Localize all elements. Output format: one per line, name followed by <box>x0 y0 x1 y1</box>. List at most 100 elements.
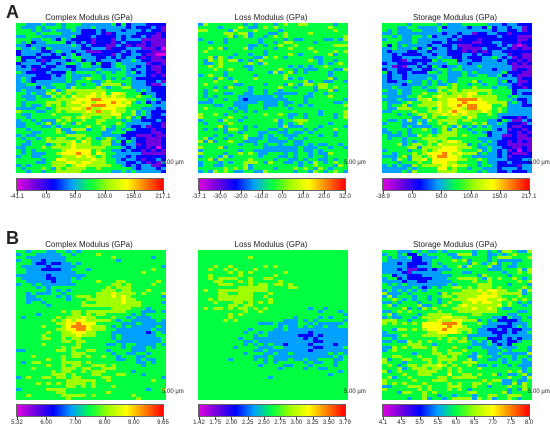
colorbar-tick-label: 3.25 <box>306 420 319 426</box>
colorbar-tick-label: 7.00 <box>69 420 82 426</box>
colorbar-tick-label: -30.0 <box>213 194 227 200</box>
colorbar-tick-label: 100.0 <box>463 194 479 200</box>
colorbar-tick <box>529 191 530 194</box>
colorbar-tick-label: 5.5 <box>433 420 442 426</box>
panel-label-a: A <box>6 2 19 22</box>
colorbar-tick <box>104 191 106 194</box>
colorbar-tick <box>296 417 298 420</box>
scale-label: 5.00 µm <box>162 160 184 166</box>
colorbar-tick <box>240 191 242 194</box>
colorbar-tick <box>133 191 135 194</box>
panel-label-b: B <box>6 228 19 248</box>
loss-modulus-map-a <box>198 23 348 173</box>
colorbar <box>382 404 530 417</box>
colorbar-tick-label: 50.0 <box>69 194 82 200</box>
colorbar-tick <box>133 417 135 420</box>
colorbar-tick <box>46 191 48 194</box>
colorbar-tick-label: 3.50 <box>322 420 335 426</box>
colorbar-tick <box>383 191 384 194</box>
colorbar-tick-label: 217.1 <box>521 194 537 200</box>
colorbar-tick <box>17 417 18 420</box>
map-title: Storage Modulus (GPa) <box>412 13 498 22</box>
colorbar-tick-label: 6.00 <box>40 420 53 426</box>
colorbar-tick-label: 150.0 <box>492 194 508 200</box>
complex-modulus-map-a <box>16 23 166 173</box>
colorbar-tick-label: 3.00 <box>290 420 303 426</box>
scale-label: 5.00 µm <box>344 160 366 166</box>
colorbar-tick <box>441 191 443 194</box>
colorbar-tick <box>383 417 384 420</box>
colorbar-tick-label: 217.1 <box>155 194 171 200</box>
colorbar-tick <box>437 417 439 420</box>
colorbar-tick <box>261 191 263 194</box>
scale-label: 5.00 µm <box>528 389 550 395</box>
colorbar-tick-label: 20.0 <box>318 194 330 200</box>
colorbar-tick-label: 8.0 <box>524 420 534 426</box>
colorbar-tick <box>215 417 217 420</box>
colorbar-tick-label: 32.0 <box>339 194 351 200</box>
colorbar-tick-label: 100.0 <box>97 194 113 200</box>
colorbar <box>198 178 346 191</box>
colorbar-tick <box>328 417 330 420</box>
complex-modulus-map-b <box>16 250 166 400</box>
colorbar-tick-label: 1.42 <box>193 420 205 426</box>
colorbar-tick <box>75 191 77 194</box>
colorbar-tick-label: 2.00 <box>225 420 238 426</box>
colorbar-tick-label: 7.5 <box>506 420 515 426</box>
colorbar-tick <box>247 417 249 420</box>
colorbar-tick-label: 0.0 <box>278 194 287 200</box>
colorbar-tick <box>456 417 457 420</box>
colorbar-tick-label: 2.75 <box>274 420 286 426</box>
colorbar-tick-label: 9.00 <box>127 420 140 426</box>
colorbar-tick <box>303 191 305 194</box>
colorbar-tick-label: 3.79 <box>339 420 351 426</box>
colorbar <box>382 178 530 191</box>
colorbar-tick-label: -38.9 <box>376 194 390 200</box>
colorbar-tick <box>163 417 164 420</box>
map-title: Loss Modulus (GPa) <box>234 13 308 22</box>
map-title: Loss Modulus (GPa) <box>234 240 308 249</box>
colorbar-tick <box>163 191 164 194</box>
colorbar-tick-label: 5.32 <box>11 420 23 426</box>
colorbar <box>198 404 346 417</box>
colorbar-tick <box>499 191 501 194</box>
colorbar-tick <box>324 191 326 194</box>
colorbar-tick-label: 2.25 <box>241 420 254 426</box>
colorbar-tick <box>280 417 282 420</box>
colorbar-tick-label: 4.1 <box>378 420 388 426</box>
colorbar-tick <box>492 417 494 420</box>
colorbar-tick <box>231 417 233 420</box>
loss-modulus-map-b <box>198 250 348 400</box>
colorbar-tick <box>510 417 512 420</box>
colorbar-tick-label: -41.1 <box>10 194 24 200</box>
colorbar-tick-label: 2.50 <box>258 420 270 426</box>
colorbar-tick <box>470 191 472 194</box>
colorbar-tick-label: 0.0 <box>408 194 417 200</box>
scale-label: 5.00 µm <box>162 389 184 395</box>
colorbar-tick <box>104 417 106 420</box>
colorbar <box>16 404 164 417</box>
colorbar-tick-label: 0.0 <box>42 194 51 200</box>
colorbar-tick <box>419 417 421 420</box>
colorbar-tick-label: -10.0 <box>254 194 269 200</box>
colorbar-tick-label: 150.0 <box>126 194 142 200</box>
colorbar-tick <box>199 191 200 194</box>
colorbar-tick <box>345 191 346 194</box>
colorbar-tick <box>219 191 221 194</box>
colorbar-tick <box>282 191 284 194</box>
colorbar-tick <box>312 417 314 420</box>
colorbar-tick-label: 5.0 <box>415 420 424 426</box>
colorbar-tick <box>263 417 265 420</box>
colorbar-tick-label: 8.00 <box>98 420 111 426</box>
colorbar <box>16 178 164 191</box>
colorbar-tick-label: 1.75 <box>209 420 222 426</box>
colorbar-tick <box>199 417 200 420</box>
colorbar-tick-label: 10.0 <box>297 194 310 200</box>
colorbar-tick-label: 9.65 <box>157 420 169 426</box>
map-title: Complex Modulus (GPa) <box>45 240 133 249</box>
colorbar-tick-label: -37.1 <box>192 194 206 200</box>
colorbar-tick-label: 7.0 <box>488 420 497 426</box>
colorbar-tick <box>529 417 530 420</box>
colorbar-tick-label: 4.5 <box>397 420 406 426</box>
colorbar-tick <box>345 417 346 420</box>
